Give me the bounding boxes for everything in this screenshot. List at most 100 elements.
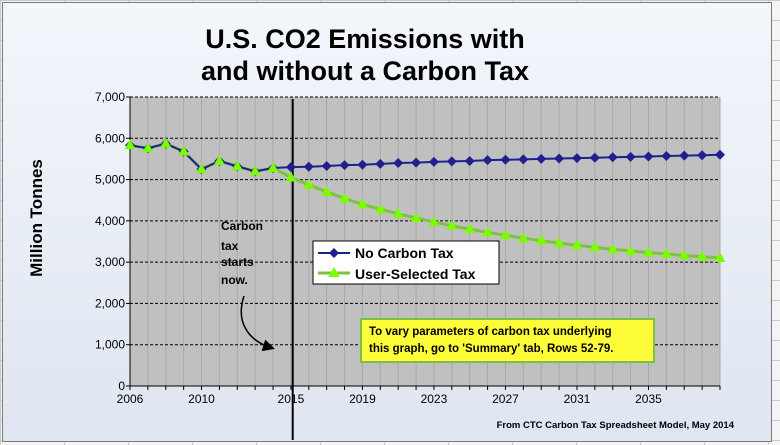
instruction-note: To vary parameters of carbon tax underly… — [360, 318, 655, 363]
user-selected-tax-point — [553, 237, 565, 248]
user-selected-tax-point — [231, 160, 243, 171]
user-selected-tax-point — [410, 211, 422, 222]
no-carbon-tax-point — [321, 160, 332, 171]
user-selected-tax-point — [464, 223, 476, 234]
source-note: From CTC Carbon Tax Spreadsheet Model, M… — [497, 420, 735, 431]
y-axis-label: Million Tonnes — [27, 159, 46, 277]
no-carbon-tax-point — [464, 155, 475, 166]
legend-triangle-marker — [328, 267, 340, 277]
user-selected-tax-point — [499, 229, 511, 240]
no-carbon-tax-point — [393, 158, 404, 169]
no-carbon-tax-point — [643, 151, 654, 162]
y-tick-label: 3,000 — [95, 255, 125, 269]
y-tick-label: 2,000 — [95, 296, 125, 310]
no-carbon-tax-point — [446, 156, 457, 167]
series-layer — [124, 137, 726, 263]
x-tick-label: 2023 — [421, 392, 448, 406]
user-selected-tax-point — [517, 232, 529, 243]
no-carbon-tax-point — [607, 152, 618, 163]
user-selected-tax-point — [142, 142, 154, 153]
note-line-2: this graph, go to 'Summary' tab, Rows 52… — [369, 343, 613, 355]
no-carbon-tax-point — [303, 161, 314, 172]
x-tick-label: 2006 — [117, 392, 144, 406]
user-selected-tax-point — [213, 154, 225, 165]
user-selected-tax-point — [249, 165, 261, 176]
x-tick-label: 2027 — [492, 392, 519, 406]
user-selected-tax-point — [285, 171, 297, 182]
note-box — [360, 318, 655, 363]
user-selected-tax-point — [339, 192, 351, 203]
user-selected-tax-point — [589, 241, 601, 252]
user-selected-tax-point — [535, 234, 547, 245]
no-carbon-tax-point — [285, 162, 296, 173]
user-selected-tax-point — [160, 137, 172, 148]
user-selected-tax-point — [124, 139, 136, 150]
user-selected-tax-point — [696, 250, 708, 261]
annotation-arrow — [240, 295, 275, 352]
legend-diamond-marker — [329, 248, 339, 258]
user-selected-tax-point — [642, 246, 654, 257]
no-carbon-tax-point — [661, 151, 672, 162]
series-line-no-carbon-tax — [129, 142, 721, 173]
x-tick-label: 2019 — [349, 392, 376, 406]
legend[interactable]: No Carbon Tax User-Selected Tax — [312, 240, 500, 285]
no-carbon-tax-point — [536, 153, 547, 164]
user-selected-tax-point — [178, 145, 190, 156]
no-carbon-tax-point — [625, 151, 636, 162]
no-carbon-tax-point — [715, 149, 725, 160]
y-tick-label: 0 — [118, 379, 125, 393]
no-carbon-tax-point — [518, 154, 529, 165]
user-selected-tax-point — [321, 185, 333, 196]
no-carbon-tax-point — [571, 153, 582, 164]
user-selected-tax-point — [392, 207, 404, 218]
legend-label-no-tax: No Carbon Tax — [355, 245, 454, 261]
user-selected-tax-point — [196, 163, 208, 174]
y-tick-label: 4,000 — [95, 214, 125, 228]
no-carbon-tax-point — [357, 159, 368, 170]
no-carbon-tax-point — [339, 160, 350, 171]
user-selected-tax-point — [571, 239, 583, 250]
no-carbon-tax-point — [697, 150, 708, 161]
annotation-line-4: now. — [221, 273, 248, 287]
user-selected-tax-point — [428, 216, 440, 227]
no-carbon-tax-point — [679, 150, 690, 161]
user-selected-tax-point — [374, 203, 386, 214]
user-selected-tax-point — [267, 162, 279, 173]
no-carbon-tax-point — [589, 152, 600, 163]
legend-box — [312, 240, 500, 285]
y-tick-label: 1,000 — [95, 338, 125, 352]
note-line-1: To vary parameters of carbon tax underly… — [369, 326, 612, 338]
chart-title-line-1: U.S. CO2 Emissions with — [205, 24, 525, 54]
user-selected-tax-point — [660, 247, 672, 258]
x-tick-label: 2035 — [635, 392, 662, 406]
x-tick-label: 2015 — [278, 392, 305, 406]
no-carbon-tax-point — [500, 154, 511, 165]
chart-title-line-2: and without a Carbon Tax — [201, 56, 529, 86]
x-tick-label: 2010 — [188, 392, 215, 406]
x-axis-ticks: 2006 2010 2015 2019 2023 2027 2031 2035 — [117, 386, 721, 406]
y-tick-label: 5,000 — [95, 173, 125, 187]
x-tick-label: 2031 — [564, 392, 591, 406]
y-tick-label: 6,000 — [95, 131, 125, 145]
user-selected-tax-point — [607, 243, 619, 254]
annotation-line-3: starts — [221, 255, 254, 269]
user-selected-tax-point — [678, 249, 690, 260]
y-tick-label: 7,000 — [95, 90, 125, 104]
user-selected-tax-point — [446, 219, 458, 230]
carbon-tax-annotation: Carbon tax starts now. — [221, 219, 275, 352]
no-carbon-tax-point — [428, 156, 439, 167]
no-carbon-tax-point — [554, 153, 565, 164]
user-selected-tax-point — [625, 244, 637, 255]
legend-label-user-tax: User-Selected Tax — [355, 266, 476, 282]
user-selected-tax-point — [303, 178, 315, 189]
user-selected-tax-point — [714, 252, 726, 263]
user-selected-tax-point — [482, 226, 494, 237]
annotation-line-2: tax — [221, 239, 239, 253]
user-selected-tax-point — [356, 198, 368, 209]
no-carbon-tax-point — [375, 158, 386, 169]
no-carbon-tax-point — [482, 155, 493, 166]
y-axis-ticks: 0 1,000 2,000 3,000 4,000 5,000 6,000 7,000 — [95, 90, 130, 393]
no-carbon-tax-point — [411, 157, 422, 168]
annotation-line-1: Carbon — [221, 219, 263, 233]
